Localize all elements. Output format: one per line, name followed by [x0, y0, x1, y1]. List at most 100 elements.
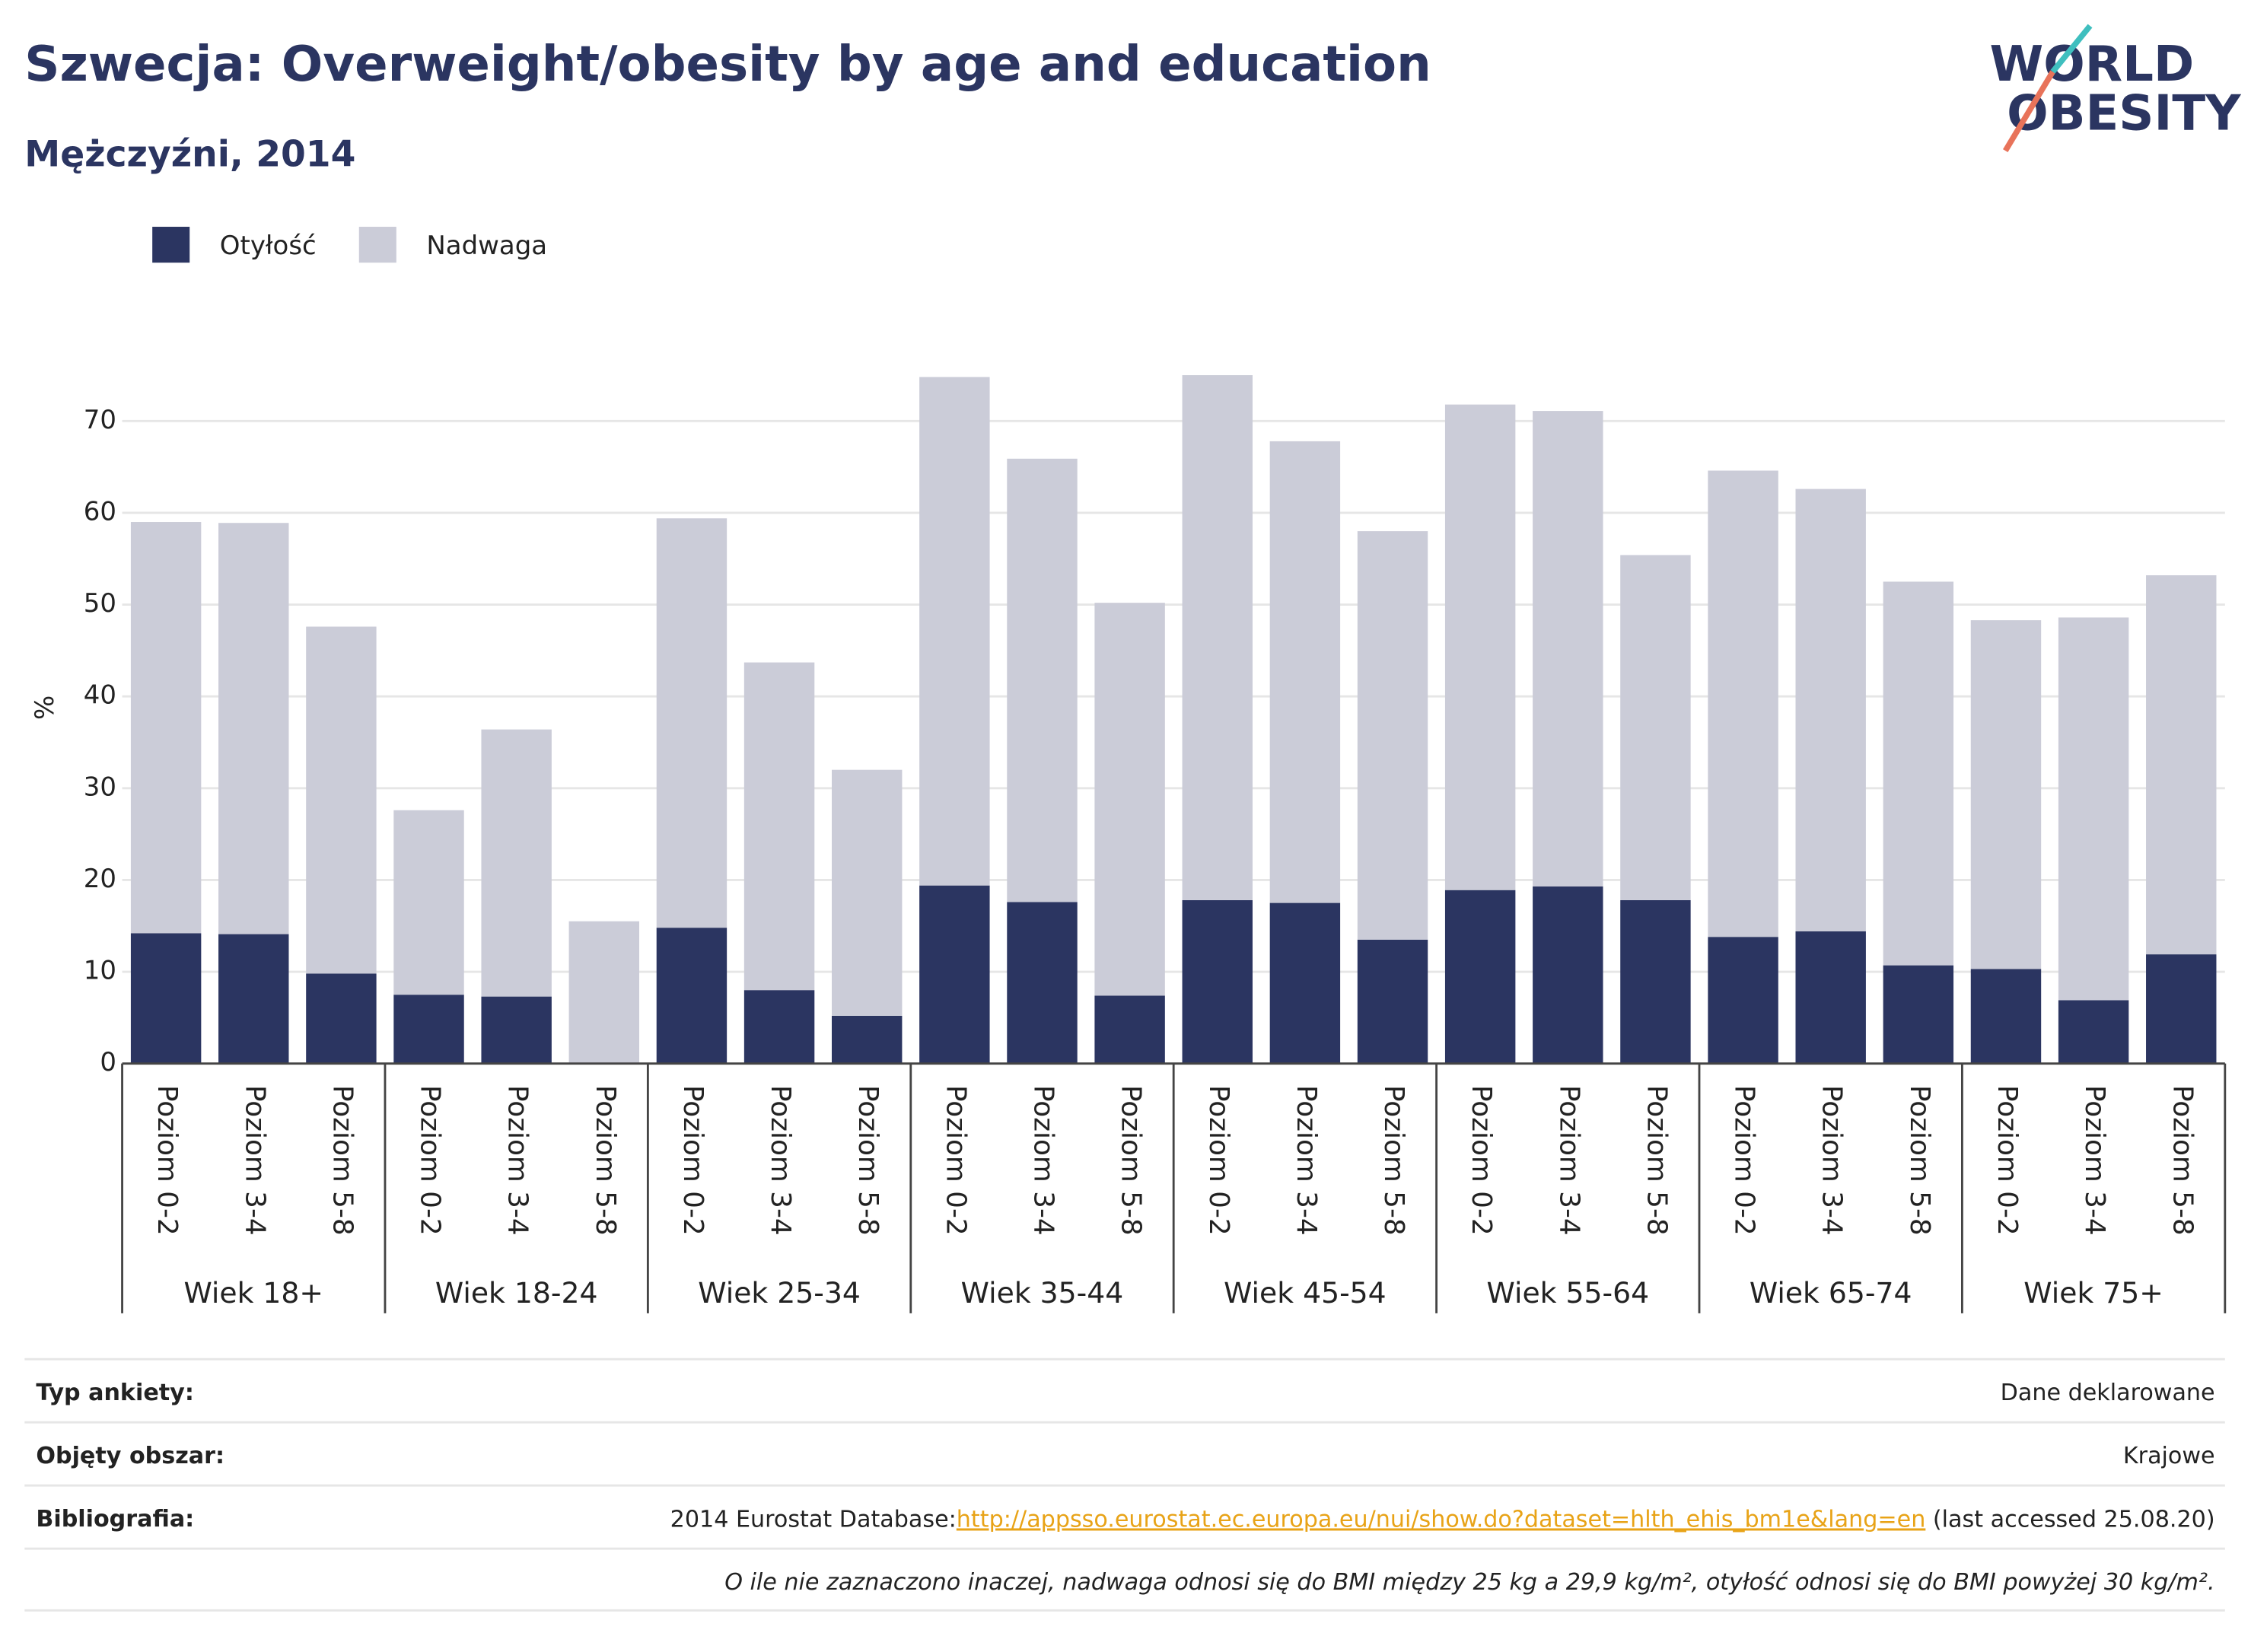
footer-note: O ile nie zaznaczono inaczej, nadwaga od… — [724, 1569, 2214, 1596]
bar-segment — [1970, 620, 2042, 969]
footer-suffix: (last accessed 25.08.20) — [1925, 1506, 2214, 1533]
group-label: Wiek 75+ — [2023, 1276, 2163, 1310]
bar-segment — [832, 1015, 903, 1064]
bar-segment — [568, 921, 640, 1064]
bar-segment — [1007, 902, 1078, 1064]
bar-segment — [1182, 899, 1253, 1064]
logo-slash — [2050, 24, 2093, 74]
bar-segment — [1533, 411, 1603, 886]
x-tick-label: Poziom 0-2 — [1992, 1085, 2023, 1236]
legend-label: Otyłość — [220, 231, 317, 261]
bar-segment — [306, 626, 377, 974]
bar-segment — [1357, 531, 1428, 940]
bar-segment — [1620, 555, 1691, 900]
bar-segment — [1269, 441, 1341, 903]
x-tick-label: Poziom 0-2 — [940, 1085, 971, 1236]
x-tick-label: Poziom 0-2 — [415, 1085, 446, 1236]
group-label: Wiek 18-24 — [435, 1276, 598, 1310]
x-tick-label: Poziom 3-4 — [1816, 1085, 1848, 1236]
bar-segment — [1883, 965, 1954, 1064]
bar-segment — [919, 885, 990, 1064]
x-tick-label: Poziom 5-8 — [2167, 1085, 2198, 1236]
bar-segment — [2058, 617, 2129, 1001]
x-tick-label: Poziom 3-4 — [1553, 1085, 1584, 1236]
bar-segment — [218, 934, 289, 1064]
bar-segment — [743, 662, 815, 991]
x-tick-label: Poziom 3-4 — [2079, 1085, 2110, 1236]
x-tick-label: Poziom 0-2 — [151, 1085, 183, 1236]
group-label: Wiek 55-64 — [1487, 1276, 1650, 1310]
x-tick-label: Poziom 5-8 — [590, 1085, 621, 1236]
footer-label: Objęty obszar: — [36, 1443, 224, 1469]
bar-segment — [1533, 886, 1603, 1064]
y-tick-label: 20 — [84, 864, 116, 894]
logo: WORLD OBESITY — [1989, 24, 2242, 152]
bar-segment — [306, 973, 377, 1064]
bar-segment — [481, 729, 552, 997]
bar-segment — [1970, 969, 2042, 1064]
bar-segment — [1883, 581, 1954, 966]
bar-segment — [2058, 1000, 2129, 1064]
bar-segment — [1444, 890, 1516, 1064]
bar-segment — [1708, 470, 1778, 937]
x-tick-label: Poziom 5-8 — [1116, 1085, 1147, 1236]
logo-text: OBESITY — [2007, 84, 2242, 142]
bar-segment — [2146, 954, 2217, 1064]
bar-segment — [1182, 375, 1253, 900]
y-tick-label: 60 — [84, 496, 116, 527]
bar-segment — [656, 928, 728, 1064]
footer-link[interactable]: http://appsso.eurostat.ec.europa.eu/nui/… — [957, 1506, 1926, 1533]
footer-value: 2014 Eurostat Database:http://appsso.eur… — [670, 1506, 2215, 1533]
y-tick-label: 10 — [84, 956, 116, 986]
legend-swatch — [358, 227, 396, 263]
bar-segment — [130, 933, 202, 1064]
x-tick-label: Poziom 0-2 — [677, 1085, 708, 1236]
x-tick-label: Poziom 0-2 — [1466, 1085, 1497, 1236]
legend-swatch — [152, 227, 190, 263]
footer-value: Dane deklarowane — [2001, 1380, 2215, 1406]
x-tick-label: Poziom 5-8 — [1904, 1085, 1935, 1236]
bar-segment — [1708, 937, 1778, 1064]
y-tick-label: 30 — [84, 772, 116, 802]
footer-label: Typ ankiety: — [36, 1380, 194, 1406]
chart-subtitle: Mężczyźni, 2014 — [24, 134, 355, 176]
bar-segment — [743, 990, 815, 1064]
bar-segment — [832, 769, 903, 1016]
bar-segment — [1357, 939, 1428, 1064]
bar-segment — [393, 995, 464, 1064]
bar-segment — [130, 522, 202, 934]
bar-segment — [1094, 995, 1165, 1064]
x-tick-label: Poziom 5-8 — [1378, 1085, 1409, 1236]
bar-segment — [1795, 489, 1866, 931]
x-tick-label: Poziom 5-8 — [1641, 1085, 1672, 1236]
group-label: Wiek 65-74 — [1750, 1276, 1912, 1310]
x-tick-label: Poziom 3-4 — [239, 1085, 270, 1236]
footer-label: Bibliografia: — [36, 1506, 194, 1533]
logo-slash — [2002, 70, 2055, 152]
chart-title: Szwecja: Overweight/obesity by age and e… — [24, 36, 1431, 93]
x-tick-label: Poziom 3-4 — [1027, 1085, 1059, 1236]
bar-segment — [481, 996, 552, 1064]
group-label: Wiek 18+ — [183, 1276, 323, 1310]
bar-segment — [1795, 931, 1866, 1064]
group-label: Wiek 45-54 — [1224, 1276, 1387, 1310]
x-tick-label: Poziom 3-4 — [1291, 1085, 1322, 1236]
bar-segment — [1094, 603, 1165, 996]
bar-segment — [656, 518, 728, 928]
group-label: Wiek 25-34 — [698, 1276, 861, 1310]
legend-label: Nadwaga — [426, 231, 547, 261]
x-tick-label: Poziom 3-4 — [502, 1085, 533, 1236]
x-tick-label: Poziom 5-8 — [326, 1085, 358, 1236]
group-label: Wiek 35-44 — [961, 1276, 1124, 1310]
bar-segment — [1007, 458, 1078, 902]
x-tick-label: Poziom 0-2 — [1203, 1085, 1234, 1236]
y-axis-label: % — [30, 695, 60, 720]
bar-segment — [1620, 899, 1691, 1064]
x-tick-label: Poziom 3-4 — [765, 1085, 796, 1236]
bar-segment — [1269, 902, 1341, 1064]
x-tick-label: Poziom 5-8 — [852, 1085, 884, 1236]
bar-segment — [2146, 575, 2217, 955]
y-tick-label: 40 — [84, 680, 116, 711]
bar-segment — [919, 377, 990, 886]
